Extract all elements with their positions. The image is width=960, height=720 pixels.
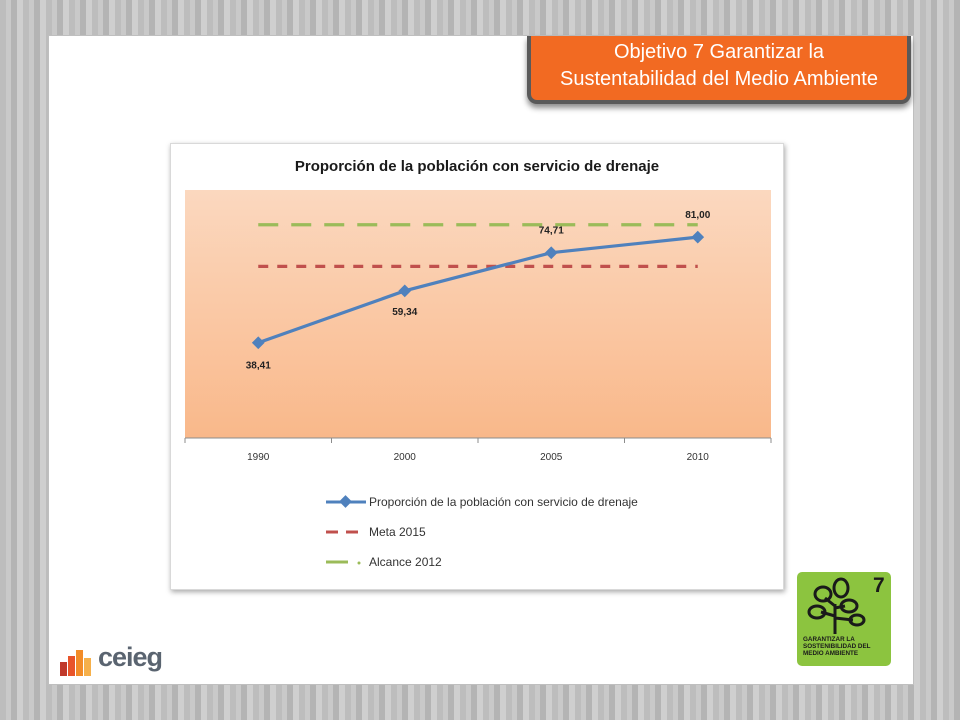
- x-tick-label: 2010: [687, 452, 710, 463]
- legend-item-meta-2015: Meta 2015: [326, 524, 766, 554]
- line-chart: Proporción de la población con servicio …: [184, 158, 772, 463]
- legend-item-drenaje: Proporción de la población con servicio …: [326, 494, 766, 524]
- x-tick-label: 2005: [540, 452, 563, 463]
- x-tick-label: 1990: [247, 452, 270, 463]
- data-point-marker: [251, 336, 265, 350]
- data-label: 38,41: [246, 361, 271, 372]
- series-line-drenaje: [257, 235, 698, 345]
- badge-number: 7: [873, 574, 885, 597]
- legend-label-meta-2015: Meta 2015: [369, 525, 426, 539]
- legend-item-alcance-2012: Alcance 2012: [326, 554, 766, 584]
- x-tick-label: 2000: [394, 452, 417, 463]
- tree-icon: [807, 577, 866, 634]
- chart-card: Proporción de la población con servicio …: [170, 143, 784, 590]
- ceieg-logo: ceieg: [60, 642, 180, 682]
- objective-7-badge: 7 GARANTIZAR LA SOSTENIBILIDAD DEL MEDIO…: [797, 572, 891, 666]
- legend-swatch-alcance-2012: [326, 560, 361, 565]
- badge-caption: GARANTIZAR LA SOSTENIBILIDAD DEL MEDIO A…: [803, 636, 871, 657]
- data-point-marker: [398, 284, 412, 298]
- objective-title-line-1: Objetivo 7 Garantizar la: [613, 41, 825, 63]
- legend-swatch-drenaje: [326, 495, 366, 508]
- ceieg-bars-icon: [60, 650, 91, 676]
- data-label: 59,34: [392, 307, 417, 318]
- objective-title-line-2: Sustentabilidad del Medio Ambiente: [560, 68, 878, 90]
- chart-legend: Proporción de la población con servicio …: [326, 494, 766, 584]
- legend-swatch-meta-2015: [326, 530, 366, 534]
- legend-label-alcance-2012: Alcance 2012: [369, 555, 442, 569]
- logo-text: ceieg: [98, 642, 163, 672]
- legend-label-drenaje: Proporción de la población con servicio …: [369, 495, 638, 509]
- chart-title: Proporción de la población con servicio …: [295, 158, 659, 175]
- data-label: 74,71: [539, 226, 564, 237]
- plot-area: [185, 190, 771, 438]
- objective-title-box: Objetivo 7 Garantizar la Sustentabilidad…: [527, 36, 911, 104]
- data-label: 81,00: [685, 210, 710, 221]
